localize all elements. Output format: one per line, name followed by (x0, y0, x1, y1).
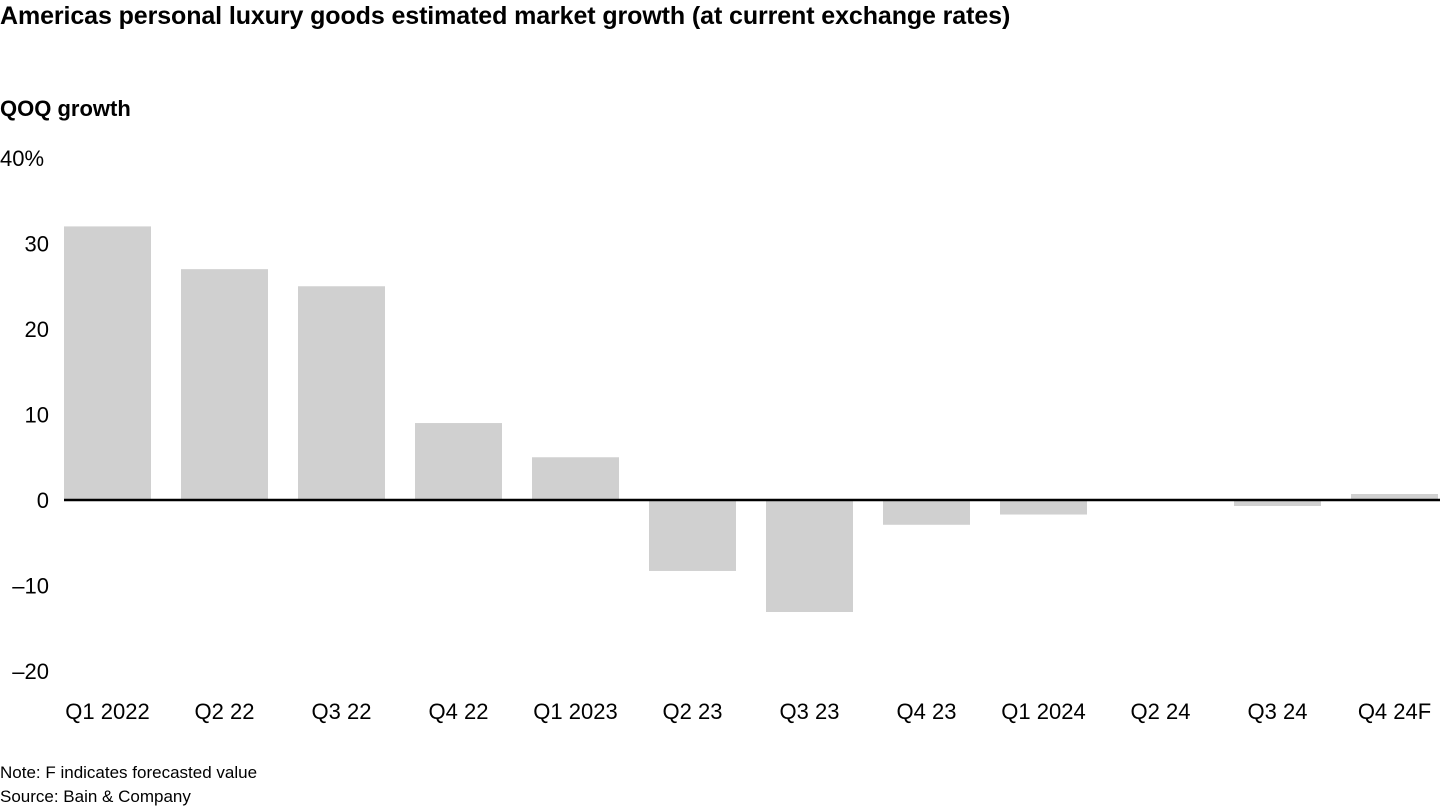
bar-q3-23 (766, 500, 853, 613)
bar-q4-22 (415, 423, 502, 500)
x-tick-label: Q2 23 (663, 699, 723, 724)
chart-title: Americas personal luxury goods estimated… (0, 2, 1011, 30)
x-tick-label: Q1 2023 (533, 699, 617, 724)
y-tick-label: 10 (25, 403, 49, 428)
x-tick-label: Q2 22 (195, 699, 255, 724)
x-tick-label: Q3 24 (1248, 699, 1308, 724)
bar-q2-23 (649, 500, 736, 571)
bars-group (64, 226, 1438, 613)
bar-q3-22 (298, 286, 385, 500)
bar-q2-22 (181, 269, 268, 500)
bar-q1-2022 (64, 226, 151, 500)
bar-q1-2023 (532, 457, 619, 500)
bar-q4-23 (883, 500, 970, 525)
y-tick-labels: 40% 30 20 10 0 –10 –20 (0, 146, 49, 684)
x-tick-label: Q4 23 (897, 699, 957, 724)
x-tick-label: Q2 24 (1131, 699, 1191, 724)
bar-q4-24f (1351, 494, 1438, 500)
y-tick-label: 40% (0, 146, 44, 171)
footnote: Note: F indicates forecasted value (0, 763, 258, 782)
x-tick-label: Q3 22 (312, 699, 372, 724)
y-tick-label: –10 (12, 574, 49, 599)
y-tick-label: –20 (12, 659, 49, 684)
x-tick-label: Q1 2024 (1001, 699, 1085, 724)
bar-q1-2024 (1000, 500, 1087, 515)
x-tick-label: Q4 24F (1358, 699, 1431, 724)
x-tick-label: Q3 23 (780, 699, 840, 724)
source-note: Source: Bain & Company (0, 787, 191, 806)
x-tick-labels: Q1 2022 Q2 22 Q3 22 Q4 22 Q1 2023 Q2 23 Q3 23 Q… (65, 699, 1431, 724)
y-axis-label: QOQ growth (0, 96, 131, 121)
y-tick-label: 20 (25, 317, 49, 342)
y-tick-label: 30 (25, 232, 49, 257)
x-tick-label: Q1 2022 (65, 699, 149, 724)
bar-q3-24 (1234, 500, 1321, 506)
x-tick-label: Q4 22 (429, 699, 489, 724)
y-tick-label: 0 (37, 488, 49, 513)
